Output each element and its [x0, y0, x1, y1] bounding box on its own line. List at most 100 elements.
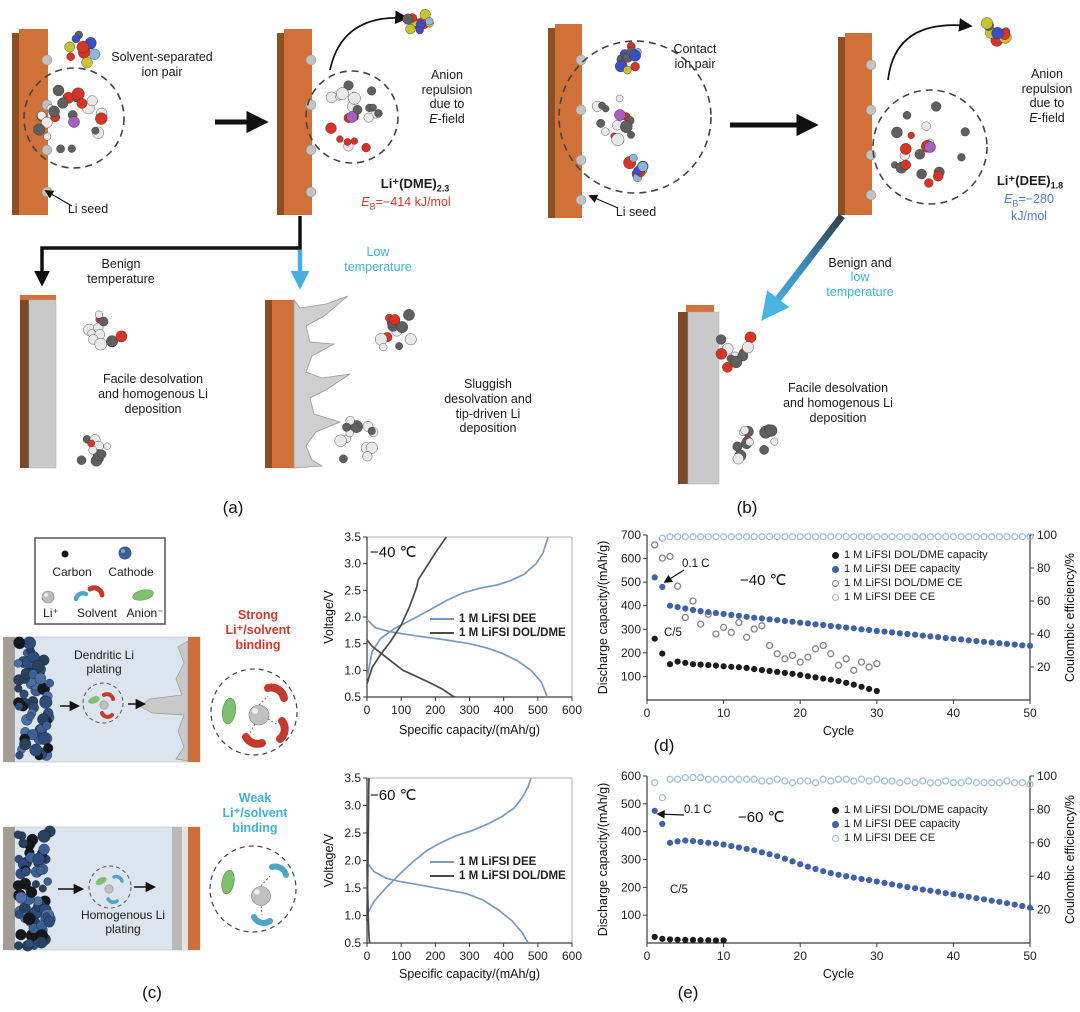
- rate-annotation-01c: 0.1 C: [684, 804, 712, 816]
- solvent-blue-icon: [73, 591, 89, 602]
- svg-text:500: 500: [528, 703, 548, 717]
- solvated-ion-mini-circle: [82, 682, 124, 724]
- dee-solvation-cluster-2: [891, 101, 970, 188]
- solvation-shell-dashed-circle-2: [872, 89, 988, 205]
- svg-text:60: 60: [1037, 594, 1051, 608]
- li-ion-sphere: [248, 704, 270, 726]
- electrode-li-seed-2: [277, 29, 317, 215]
- temp-label-cycling-minus40: −40 ℃: [740, 572, 787, 589]
- svg-text:1.0: 1.0: [344, 909, 361, 923]
- svg-text:300: 300: [621, 853, 641, 867]
- svg-text:30: 30: [870, 949, 884, 963]
- series-1-m-lifsi-dol-dme-discharge: [366, 639, 456, 698]
- series-1-m-lifsi-dol-dme-discharge: [366, 863, 371, 944]
- series-1-m-lifsi-dee-ce: [651, 774, 1034, 802]
- svg-text:100: 100: [1037, 769, 1057, 783]
- chart-legend-voltage-minus40: 1 M LiFSI DEE 1 M LiFSI DOL/DME: [430, 613, 566, 639]
- legend-label-anion: Anion⁻: [126, 606, 164, 620]
- chart-legend-cycling-minus60: 1 M LiFSI DOL/DME capacity 1 M LiFSI DEE …: [832, 804, 988, 844]
- chart-legend-cycling-minus40: 1 M LiFSI DOL/DME capacity 1 M LiFSI DEE …: [832, 549, 988, 603]
- legend-marker-open: [832, 593, 839, 601]
- legend-marker-line: [430, 875, 454, 877]
- repelled-fsi-cluster: [402, 8, 434, 35]
- solvation-shell-dashed-circle: [23, 67, 125, 169]
- solvent-blue-shape: [112, 874, 124, 883]
- svg-text:2.5: 2.5: [344, 826, 361, 840]
- anion-repulsion-label: Anion repulsion due to E-field: [422, 53, 473, 142]
- solvent-red-shape: [276, 717, 289, 743]
- fsi-anion-cluster: [615, 41, 642, 75]
- svg-text:Cycle: Cycle: [823, 724, 854, 738]
- legend-label: 1 M LiFSI DEE CE: [844, 591, 936, 603]
- solvent-blue-shape: [251, 914, 273, 926]
- anion-repulsion-lines: Anion repulsion due to: [1021, 66, 1073, 111]
- legend-marker-line: [430, 632, 454, 634]
- series-1-m-lifsi-dol-dme-ce: [651, 541, 881, 674]
- svg-text:0: 0: [364, 703, 371, 717]
- svg-text:40: 40: [1037, 627, 1051, 641]
- carbon-icon: [61, 550, 69, 558]
- svg-text:3.0: 3.0: [344, 799, 361, 813]
- solvent-red-shape: [100, 711, 114, 719]
- svg-text:3.5: 3.5: [344, 530, 361, 544]
- series-1-m-lifsi-dee-discharge: [366, 861, 530, 944]
- legend-label-cathode: Cathode: [108, 565, 154, 579]
- chart-cycling-minus60: 0 10 20 30 40 50 100 200 300 400 500 600 20 40 60 80 100…: [594, 768, 1080, 983]
- svg-text:Coulombic efficiency/%: Coulombic efficiency/%: [1063, 795, 1077, 924]
- chart-voltage-minus60: 0 100 200 300 400 500 600 0.5 1.0 1.5 2.0 2.5 3.0 3.5…: [320, 768, 598, 983]
- series-1-m-lifsi-dee-capacity: [651, 807, 1034, 911]
- svg-text:600: 600: [621, 552, 641, 566]
- svg-text:10: 10: [717, 706, 731, 720]
- legend-label: 1 M LiFSI DOL/DME: [459, 870, 566, 882]
- chart-voltage-minus40-plot: 0 100 200 300 400 500 600 0.5 1.0 1.5 2.0 2.5 3.0 3.5…: [322, 530, 582, 737]
- legend-marker-open: [832, 834, 839, 842]
- low-temperature-label-b: low temperature: [826, 270, 894, 299]
- sluggish-desolvation-label: Sluggish desolvation and tip-driven Li d…: [444, 377, 532, 436]
- efield-line: E-field: [429, 112, 465, 126]
- cathode-icon: [118, 546, 132, 560]
- legend-item: 1 M LiFSI DOL/DME CE: [832, 577, 988, 589]
- electrode-li-seed-2: [838, 33, 877, 215]
- fsi-anion-cluster: [64, 30, 101, 69]
- svg-text:40: 40: [947, 706, 961, 720]
- efield-line: E-field: [1029, 111, 1065, 125]
- legend-item: 1 M LiFSI DEE capacity: [832, 563, 988, 575]
- li-ion-sphere: [99, 700, 109, 710]
- svg-text:Specific capacity/(mAh/g): Specific capacity/(mAh/g): [399, 967, 540, 981]
- benign-branch-arrow: [34, 216, 302, 287]
- series-1-m-lifsi-dol-dme-charge: [366, 536, 447, 684]
- contact-pair-dashed-circle: [558, 40, 712, 194]
- legend-label: 1 M LiFSI DEE capacity: [844, 818, 961, 830]
- legend-item: 1 M LiFSI DOL/DME: [430, 870, 566, 882]
- solvent-red-shape: [242, 733, 266, 748]
- dme-solvation-cluster-2: [325, 80, 383, 153]
- chart-legend-voltage-minus60: 1 M LiFSI DEE 1 M LiFSI DOL/DME: [430, 856, 566, 882]
- svg-text:10: 10: [717, 949, 731, 963]
- li-dendrites: [293, 295, 351, 469]
- series-1-m-lifsi-dee-capacity: [651, 574, 1034, 649]
- dme-molecule: [83, 310, 128, 351]
- li-seed-pointer-arrow: [588, 194, 619, 209]
- svg-text:50: 50: [1023, 949, 1037, 963]
- svg-text:200: 200: [621, 880, 641, 894]
- rate-annotation-arrow: [656, 810, 685, 819]
- benign-low-temp-arrow: [761, 213, 845, 321]
- svg-text:30: 30: [870, 706, 884, 720]
- legend-label: 1 M LiFSI DOL/DME CE: [844, 577, 963, 589]
- svg-text:1.0: 1.0: [344, 663, 361, 677]
- svg-text:500: 500: [621, 797, 641, 811]
- caption-a: (a): [222, 498, 244, 517]
- svg-text:1.5: 1.5: [344, 881, 361, 895]
- legend-label-carbon: Carbon: [52, 565, 92, 579]
- li-ion-sphere: [104, 884, 114, 894]
- svg-text:1.5: 1.5: [344, 637, 361, 651]
- temp-label-cycling-minus60: −60 ℃: [738, 809, 785, 826]
- legend-label: 1 M LiFSI DEE CE: [844, 832, 936, 844]
- chart-cycling-minus60-plot: 0 10 20 30 40 50 100 200 300 400 500 600 20 40 60 80 100…: [596, 769, 1077, 981]
- legend-item: 1 M LiFSI DEE CE: [832, 591, 988, 603]
- svg-text:3.0: 3.0: [344, 557, 361, 571]
- svg-text:80: 80: [1037, 802, 1051, 816]
- svg-text:2.5: 2.5: [344, 583, 361, 597]
- cathode-icon-highlight: [121, 549, 125, 553]
